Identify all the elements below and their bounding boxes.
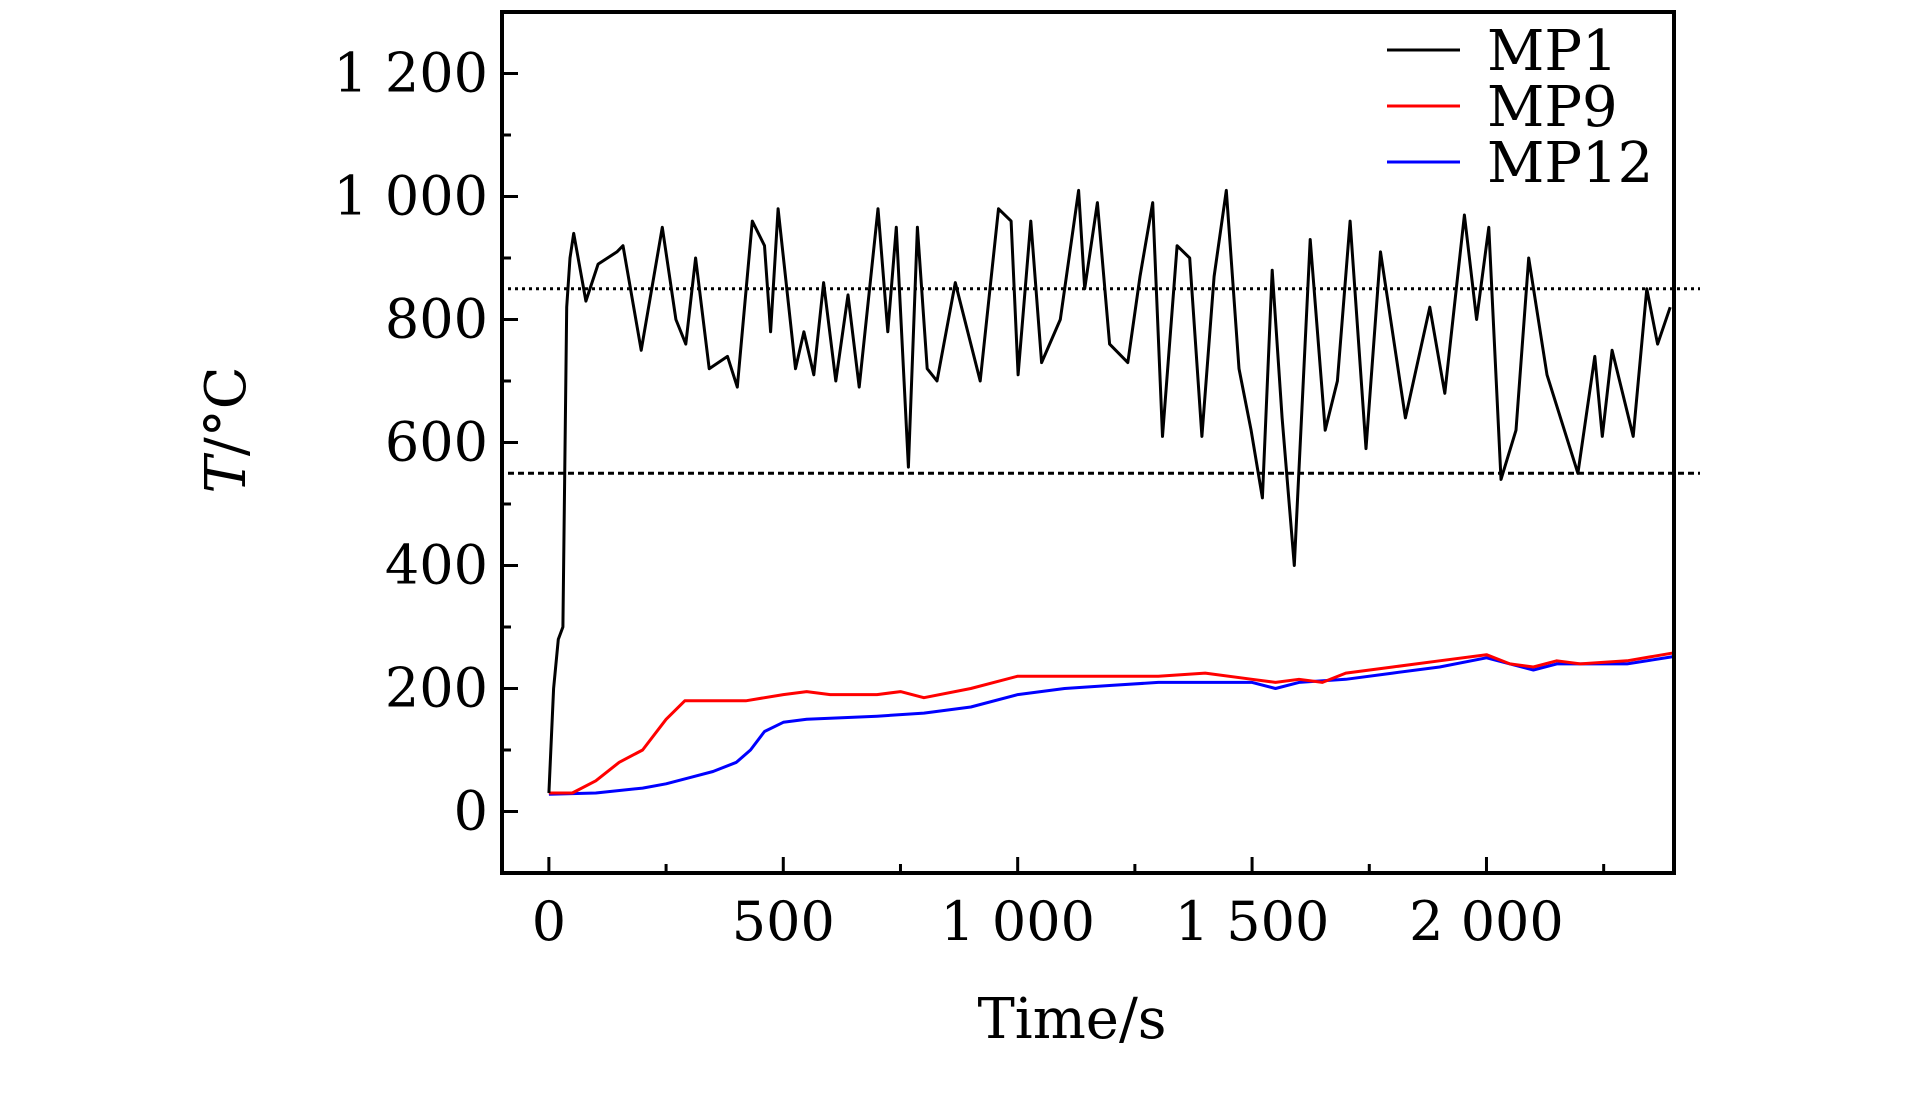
y-tick-label: 1 200	[333, 42, 488, 105]
series-line-mp12	[548, 655, 1675, 796]
series-line-mp1	[547, 188, 1672, 794]
y-tick-label: 1 000	[333, 165, 488, 228]
legend-label-mp9: MP9	[1487, 75, 1618, 140]
series-line-mp9	[548, 651, 1675, 795]
y-axis-title-unit: /°C	[194, 366, 259, 456]
y-tick-label: 0	[454, 780, 488, 843]
y-tick-label: 400	[385, 534, 488, 597]
x-axis-title: Time/s	[977, 987, 1166, 1052]
y-tick-label: 600	[385, 411, 488, 474]
x-tick-label: 500	[732, 890, 835, 953]
y-axis-title: T/°C	[194, 366, 259, 493]
y-tick-label: 800	[385, 288, 488, 351]
y-axis-title-symbol: T	[194, 453, 259, 494]
x-tick-label: 0	[532, 890, 566, 953]
legend-label-mp1: MP1	[1487, 19, 1618, 84]
x-tick-label: 2 000	[1409, 890, 1564, 953]
legend-label-mp12: MP12	[1487, 131, 1653, 196]
y-tick-label: 200	[385, 657, 488, 720]
x-tick-label: 1 500	[1175, 890, 1330, 953]
x-tick-label: 1 000	[940, 890, 1095, 953]
